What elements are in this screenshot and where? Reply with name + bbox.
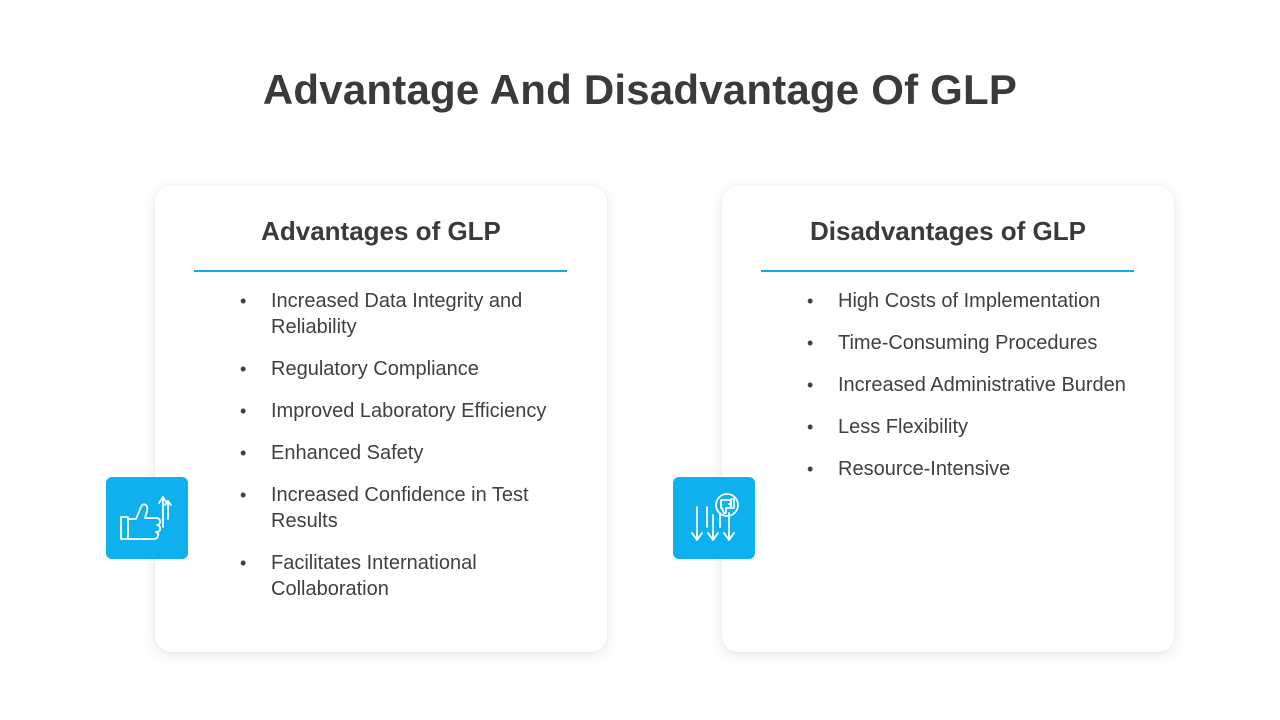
list-item-text: Enhanced Safety (271, 442, 424, 464)
advantages-heading: Advantages of GLP (261, 216, 501, 246)
list-item-text: Increased Confidence in Test Results (271, 484, 529, 532)
bullet-icon: • (240, 359, 247, 379)
list-item: • Time-Consuming Procedures (807, 330, 1138, 356)
disadvantages-heading: Disadvantages of GLP (810, 216, 1086, 246)
list-item: • Regulatory Compliance (240, 356, 571, 382)
advantages-divider (194, 270, 567, 272)
list-item: • Enhanced Safety (240, 440, 571, 466)
list-item-text: Facilitates International Collaboration (271, 552, 477, 600)
bullet-icon: • (807, 459, 814, 479)
bullet-icon: • (240, 401, 247, 421)
disadvantages-list: • High Costs of Implementation • Time-Cons… (807, 288, 1138, 498)
list-item-text: Time-Consuming Procedures (838, 332, 1098, 354)
list-item: • Resource-Intensive (807, 456, 1138, 482)
bullet-icon: • (807, 333, 814, 353)
bullet-icon: • (240, 291, 247, 311)
list-item: • Increased Data Integrity and Reliabilit… (240, 288, 571, 340)
thumbs-up-arrow-icon (106, 477, 188, 559)
advantages-list: • Increased Data Integrity and Reliabilit… (240, 288, 571, 618)
advantages-card: Advantages of GLP • Increased Data Integr… (155, 186, 607, 652)
list-item: • Improved Laboratory Efficiency (240, 398, 571, 424)
disadvantages-card: Disadvantages of GLP • High Costs of Impl… (722, 186, 1174, 652)
list-item: • Increased Administrative Burden (807, 372, 1138, 398)
page-title: Advantage And Disadvantage Of GLP (262, 66, 1018, 113)
list-item-text: Less Flexibility (838, 416, 969, 438)
thumbs-down-arrows-icon (673, 477, 755, 559)
bullet-icon: • (807, 291, 814, 311)
disadvantages-divider (761, 270, 1134, 272)
bullet-icon: • (807, 417, 814, 437)
bullet-icon: • (240, 485, 247, 505)
list-item-text: High Costs of Implementation (838, 290, 1101, 312)
list-item: • Less Flexibility (807, 414, 1138, 440)
bullet-icon: • (240, 443, 247, 463)
bullet-icon: • (807, 375, 814, 395)
bullet-icon: • (240, 553, 247, 573)
list-item-text: Increased Data Integrity and Reliability (271, 290, 523, 338)
list-item-text: Improved Laboratory Efficiency (271, 400, 547, 422)
list-item: • High Costs of Implementation (807, 288, 1138, 314)
list-item-text: Resource-Intensive (838, 458, 1011, 480)
list-item-text: Regulatory Compliance (271, 358, 479, 380)
list-item: • Facilitates International Collaboration (240, 550, 571, 602)
list-item: • Increased Confidence in Test Results (240, 482, 571, 534)
list-item-text: Increased Administrative Burden (838, 374, 1126, 396)
